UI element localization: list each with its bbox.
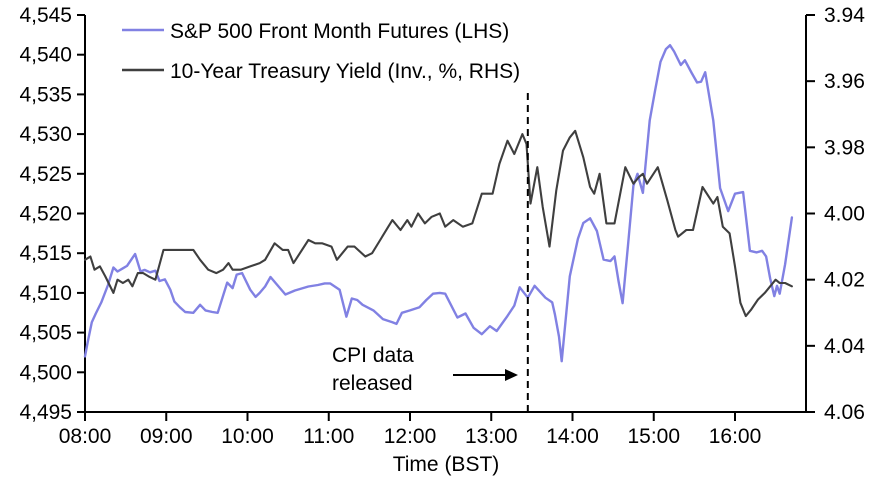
x-axis-tick-label: 10:00 [221,425,274,448]
arrow-head-icon [505,369,518,381]
left-axis-tick-label: 4,545 [19,4,72,27]
sp500-futures-line [83,44,794,363]
left-axis-tick-label: 4,510 [19,282,72,305]
left-axis-tick-label: 4,520 [19,203,72,226]
x-axis-tick-label: 13:00 [465,425,518,448]
right-axis-tick-label: 3.94 [824,4,865,27]
left-axis-tick-label: 4,515 [19,242,72,265]
legend-label: 10-Year Treasury Yield (Inv., %, RHS) [170,60,520,83]
annotation-cpi-line2: released [332,372,413,395]
x-axis-tick-label: 15:00 [627,425,680,448]
x-axis-tick-label: 12:00 [384,425,437,448]
left-axis-tick-label: 4,505 [19,322,72,345]
cpi-event-marker: CPI data released [332,93,529,412]
axes [77,14,815,421]
annotation-cpi-line1: CPI data [332,344,414,367]
right-axis-tick-label: 4.02 [824,269,865,292]
treasury-yield-line [83,129,793,318]
x-axis-tick-label: 16:00 [709,425,762,448]
left-axis-tick-label: 4,540 [19,44,72,67]
x-axis-tick-label: 09:00 [140,425,193,448]
x-axis-tick-label: 14:00 [546,425,599,448]
legend-label: S&P 500 Front Month Futures (LHS) [170,20,509,43]
left-axis-tick-label: 4,535 [19,83,72,106]
tick-labels: 4,495 4,500 4,505 4,510 4,515 4,520 4,525 4,530… [19,4,865,448]
right-axis-tick-label: 4.00 [824,203,865,226]
right-axis-tick-label: 4.04 [824,335,865,358]
series-lines [83,44,794,363]
left-axis-tick-label: 4,495 [19,401,72,424]
left-axis-tick-label: 4,525 [19,163,72,186]
x-axis-title: Time (BST) [393,453,500,476]
right-axis-tick-label: 3.96 [824,70,865,93]
left-axis-tick-label: 4,500 [19,361,72,384]
right-axis-tick-label: 4.06 [824,401,865,424]
x-axis-tick-label: 08:00 [59,425,112,448]
right-axis-tick-label: 3.98 [824,136,865,159]
legend: S&P 500 Front Month Futures (LHS) 10-Year… [122,20,520,83]
x-axis-tick-label: 11:00 [303,425,354,448]
left-axis-tick-label: 4,530 [19,123,72,146]
